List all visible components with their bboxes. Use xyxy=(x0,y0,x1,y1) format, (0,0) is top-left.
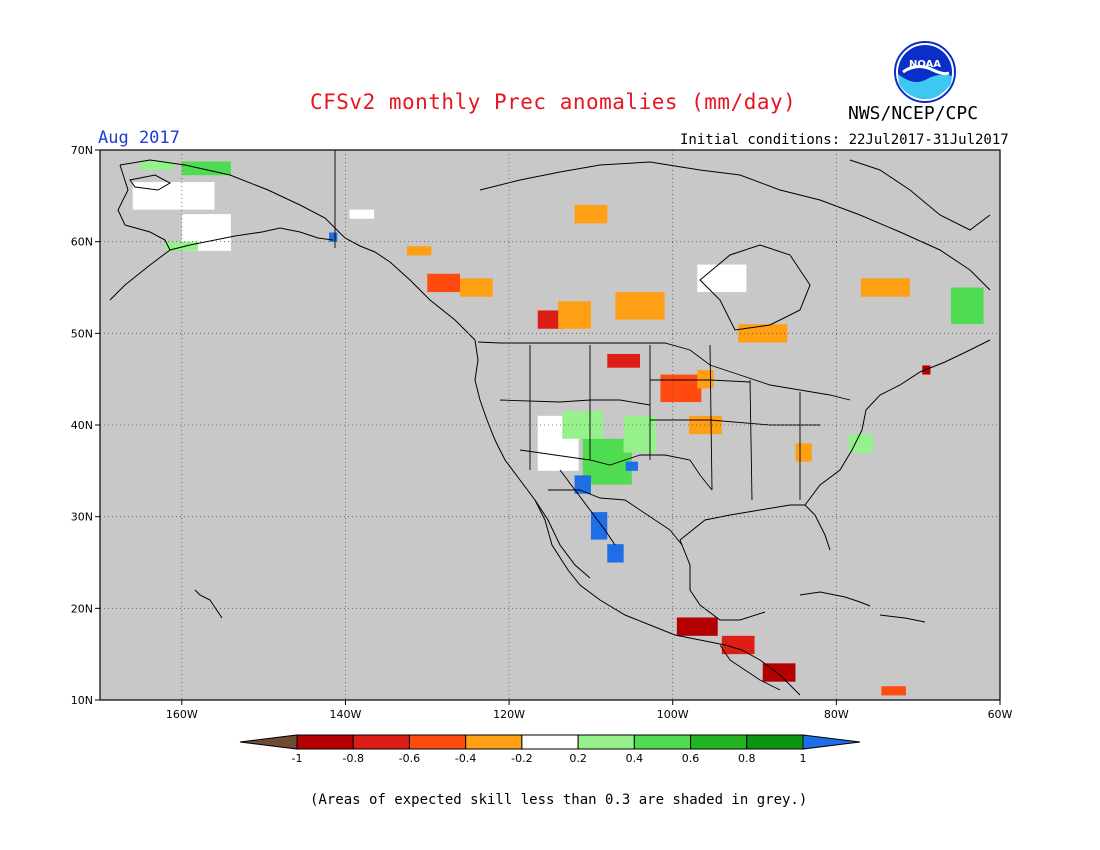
lon-tick-label: 100W xyxy=(657,708,689,721)
legend-bin xyxy=(296,734,354,750)
anomaly-cell xyxy=(848,434,874,453)
lat-tick-label: 20N xyxy=(71,602,93,615)
lat-tick-label: 10N xyxy=(71,694,93,707)
lat-tick-label: 70N xyxy=(71,144,93,157)
anomaly-cell xyxy=(349,209,375,219)
initial-conditions: Initial conditions: 22Jul2017-31Jul2017 xyxy=(680,132,1009,148)
legend-bin xyxy=(633,734,692,750)
lon-tick-label: 140W xyxy=(330,708,362,721)
anomaly-cell xyxy=(697,370,714,389)
legend-bin xyxy=(521,734,579,750)
anomaly-cell xyxy=(607,353,640,368)
legend-level-label: -1 xyxy=(292,752,303,765)
coastlines xyxy=(109,159,991,696)
anomaly-cell xyxy=(406,246,432,256)
political-borders xyxy=(334,150,851,691)
anomaly-cell xyxy=(574,475,591,494)
legend-bin xyxy=(746,734,804,750)
anomaly-cell xyxy=(676,617,718,636)
noaa-logo-icon: NOAA xyxy=(894,41,956,103)
anomaly-cell xyxy=(881,686,906,696)
legend-level-label: 1 xyxy=(800,752,807,765)
anomaly-cell xyxy=(795,443,812,462)
anomaly-cell xyxy=(623,415,657,453)
legend-level-label: -0.2 xyxy=(511,752,532,765)
anomaly-cell xyxy=(950,287,984,325)
legend-level-label: 0.2 xyxy=(569,752,587,765)
anomaly-cell xyxy=(860,278,910,297)
legend-level-label: -0.6 xyxy=(399,752,420,765)
anomaly-cell xyxy=(329,232,338,242)
legend-bin xyxy=(465,734,523,750)
anomaly-cell xyxy=(625,461,638,471)
anomaly-cell xyxy=(697,264,747,293)
anomaly-cell xyxy=(738,324,788,343)
anomaly-cell xyxy=(660,374,702,403)
legend-bin xyxy=(408,734,467,750)
map-title: CFSv2 monthly Prec anomalies (mm/day) xyxy=(310,90,797,114)
lat-tick-label: 30N xyxy=(71,511,93,524)
anomaly-cells xyxy=(132,161,984,696)
anomaly-cell xyxy=(574,205,608,224)
legend-level-label: 0.6 xyxy=(682,752,700,765)
lon-tick-label: 160W xyxy=(166,708,198,721)
lon-tick-label: 80W xyxy=(824,708,849,721)
lon-tick-label: 120W xyxy=(493,708,525,721)
anomaly-cell xyxy=(721,635,755,655)
lat-tick-label: 40N xyxy=(71,419,93,432)
legend-level-label: 0.4 xyxy=(626,752,644,765)
legend-level-label: -0.8 xyxy=(342,752,363,765)
anomaly-cell xyxy=(922,365,931,375)
logo-text: NOAA xyxy=(909,59,941,70)
anomaly-cell xyxy=(132,182,215,210)
lon-tick-label: 60W xyxy=(988,708,1013,721)
anomaly-cell xyxy=(181,161,231,176)
legend-level-label: 0.8 xyxy=(738,752,756,765)
skill-note: (Areas of expected skill less than 0.3 a… xyxy=(310,792,808,808)
forecast-month: Aug 2017 xyxy=(98,128,180,148)
anomaly-cell xyxy=(427,273,460,293)
anomaly-cell xyxy=(615,292,665,320)
anomaly-cell xyxy=(607,544,624,563)
legend-low-arrow xyxy=(239,734,298,750)
lat-tick-label: 50N xyxy=(71,327,93,340)
legend-bin xyxy=(352,734,410,750)
legend-bin xyxy=(577,734,635,750)
latitude-ticks: 70N 60N 50N 40N 30N 20N 10N xyxy=(71,144,100,707)
legend-bin xyxy=(690,734,748,750)
anomaly-cell xyxy=(460,278,493,297)
anomaly-cell xyxy=(537,310,563,329)
legend-high-arrow xyxy=(802,734,861,750)
anomaly-cell xyxy=(590,512,608,540)
longitude-ticks: 160W 140W 120W 100W 80W 60W xyxy=(166,700,1013,721)
lat-tick-label: 60N xyxy=(71,236,93,249)
anomaly-cell xyxy=(558,301,591,329)
agency-label: NWS/NCEP/CPC xyxy=(848,103,979,124)
anomaly-cell xyxy=(140,161,174,171)
legend-level-label: -0.4 xyxy=(455,752,476,765)
